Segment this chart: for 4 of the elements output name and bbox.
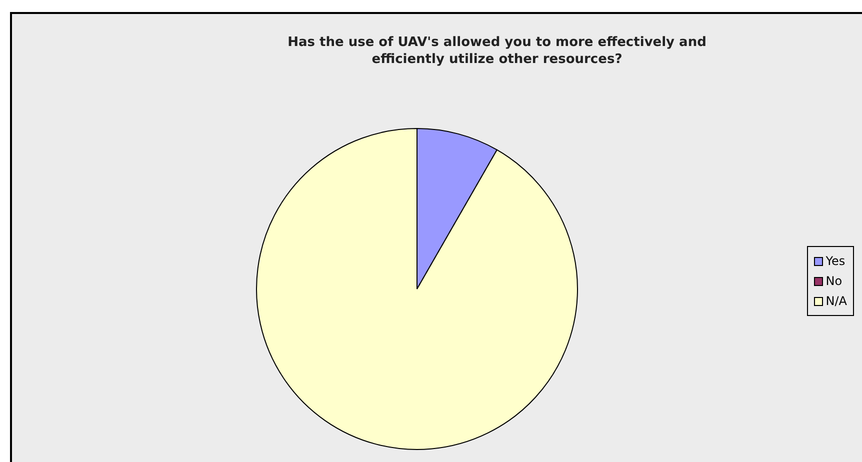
legend-label: N/A bbox=[824, 293, 847, 310]
chart-title: Has the use of UAV's allowed you to more effectively and efficiently utilize other resources? bbox=[286, 34, 708, 68]
legend-label: No bbox=[824, 273, 844, 290]
legend-label: Yes bbox=[824, 253, 846, 270]
